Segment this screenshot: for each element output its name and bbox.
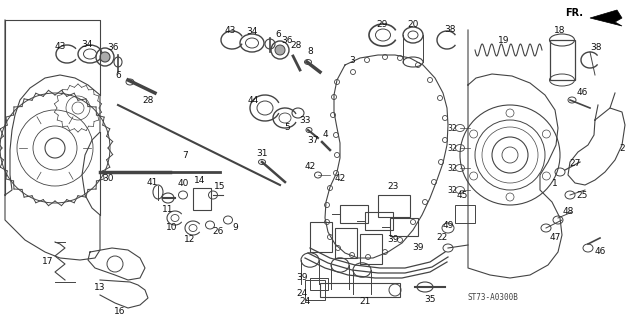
Text: 6: 6: [115, 70, 121, 79]
Text: 38: 38: [444, 25, 456, 34]
Text: 34: 34: [81, 39, 93, 49]
Text: 9: 9: [232, 223, 238, 233]
Bar: [360, 234, 382, 264]
Bar: [193, 188, 211, 210]
Text: 6: 6: [275, 29, 281, 38]
Text: 24: 24: [299, 298, 311, 307]
Text: 25: 25: [577, 190, 587, 199]
Text: 33: 33: [299, 116, 311, 124]
Text: 10: 10: [166, 223, 178, 233]
Text: 15: 15: [214, 181, 226, 190]
Text: ST73-A0300B: ST73-A0300B: [468, 293, 519, 302]
Bar: [320, 283, 400, 297]
Text: 11: 11: [163, 204, 174, 213]
Text: 29: 29: [377, 20, 388, 28]
Bar: [550, 40, 575, 80]
Text: 5: 5: [284, 123, 290, 132]
Text: 12: 12: [184, 236, 196, 244]
Text: 42: 42: [304, 162, 316, 171]
Text: 32: 32: [447, 124, 457, 132]
Bar: [335, 228, 357, 258]
Text: 43: 43: [224, 26, 236, 35]
Text: 46: 46: [577, 87, 587, 97]
Bar: [365, 212, 393, 230]
Text: 40: 40: [177, 179, 189, 188]
Text: 38: 38: [591, 43, 602, 52]
Text: 28: 28: [142, 95, 154, 105]
Bar: [340, 205, 368, 223]
Text: 8: 8: [307, 46, 313, 55]
Bar: [378, 195, 410, 217]
Text: FR.: FR.: [565, 8, 583, 18]
Bar: [305, 280, 325, 300]
Text: 13: 13: [94, 284, 106, 292]
Text: 48: 48: [563, 207, 573, 217]
Polygon shape: [590, 10, 622, 26]
Circle shape: [100, 52, 110, 62]
Text: 46: 46: [594, 247, 606, 257]
Text: 4: 4: [322, 130, 328, 139]
Text: 31: 31: [257, 148, 268, 157]
Text: 37: 37: [307, 135, 319, 145]
Text: 35: 35: [424, 295, 436, 305]
Bar: [310, 278, 328, 290]
Text: 18: 18: [554, 26, 566, 35]
Text: 27: 27: [570, 158, 580, 167]
Text: 36: 36: [281, 36, 293, 44]
Text: 19: 19: [498, 36, 510, 44]
Text: 44: 44: [248, 95, 258, 105]
Circle shape: [275, 45, 285, 55]
Text: 49: 49: [443, 220, 453, 229]
Text: 24: 24: [297, 289, 307, 298]
Text: 3: 3: [349, 55, 355, 65]
Text: 43: 43: [55, 42, 65, 51]
Text: 1: 1: [552, 179, 558, 188]
Text: 47: 47: [549, 234, 561, 243]
Text: 26: 26: [212, 228, 224, 236]
Text: 7: 7: [182, 150, 188, 159]
Text: 20: 20: [407, 20, 418, 28]
Text: 23: 23: [387, 181, 399, 190]
Text: 39: 39: [412, 244, 424, 252]
Text: 45: 45: [457, 191, 468, 201]
Text: 22: 22: [436, 234, 448, 243]
Bar: [310, 222, 332, 252]
Text: 17: 17: [43, 258, 54, 267]
Text: 28: 28: [290, 41, 302, 50]
Text: 30: 30: [102, 173, 114, 182]
Text: 32: 32: [447, 143, 457, 153]
Text: 16: 16: [114, 308, 126, 316]
Text: 2: 2: [619, 143, 625, 153]
Text: 21: 21: [359, 298, 371, 307]
Text: 14: 14: [194, 175, 206, 185]
Text: 41: 41: [146, 178, 157, 187]
Text: 42: 42: [335, 173, 345, 182]
Text: 39: 39: [387, 236, 399, 244]
Bar: [455, 205, 475, 223]
Text: 32: 32: [447, 164, 457, 172]
Text: 36: 36: [107, 43, 119, 52]
Text: 39: 39: [297, 274, 308, 283]
Bar: [390, 218, 418, 236]
Text: 32: 32: [447, 186, 457, 195]
Text: 34: 34: [246, 27, 258, 36]
